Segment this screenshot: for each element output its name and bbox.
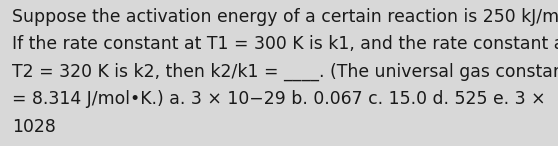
Text: T2 = 320 K is k2, then k2/k1 = ____. (The universal gas constant: T2 = 320 K is k2, then k2/k1 = ____. (Th… — [12, 63, 558, 81]
Text: = 8.314 J/mol•K.) a. 3 × 10−29 b. 0.067 c. 15.0 d. 525 e. 3 ×: = 8.314 J/mol•K.) a. 3 × 10−29 b. 0.067 … — [12, 90, 546, 108]
Text: 1028: 1028 — [12, 118, 56, 136]
Text: Suppose the activation energy of a certain reaction is 250 kJ/mol.: Suppose the activation energy of a certa… — [12, 8, 558, 26]
Text: If the rate constant at T1 = 300 K is k1, and the rate constant at: If the rate constant at T1 = 300 K is k1… — [12, 35, 558, 53]
